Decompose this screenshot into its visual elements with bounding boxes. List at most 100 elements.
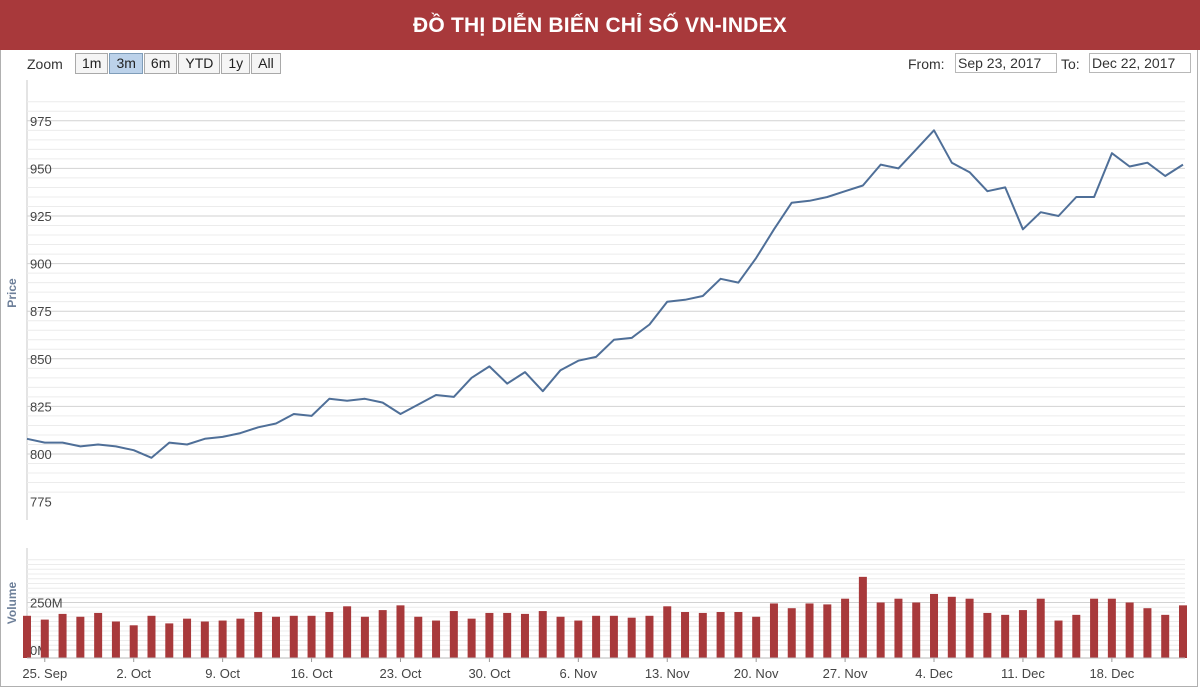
- x-tick-label: 30. Oct: [468, 666, 510, 681]
- volume-bar: [414, 616, 423, 658]
- volume-bar: [769, 603, 778, 658]
- volume-bar: [663, 606, 672, 658]
- x-tick-label: 23. Oct: [380, 666, 422, 681]
- x-tick-label: 16. Oct: [291, 666, 333, 681]
- volume-bar: [894, 598, 903, 658]
- volume-bar: [1054, 620, 1063, 658]
- volume-bar: [289, 615, 298, 658]
- price-series-line: [26, 129, 1184, 459]
- x-tick-label: 18. Dec: [1089, 666, 1134, 681]
- price-tick-label: 925: [30, 209, 52, 224]
- volume-bar: [538, 611, 547, 658]
- volume-bar: [271, 616, 280, 658]
- price-tick-label: 850: [30, 352, 52, 367]
- volume-bar: [1018, 610, 1027, 658]
- x-tick-label: 2. Oct: [116, 666, 151, 681]
- range-from-label: From:: [908, 56, 945, 72]
- volume-bar: [76, 616, 85, 658]
- range-to-label: To:: [1061, 56, 1080, 72]
- range-from-input[interactable]: Sep 23, 2017: [955, 53, 1057, 73]
- volume-bar: [1143, 608, 1152, 658]
- zoom-3m-button[interactable]: 3m: [109, 53, 143, 74]
- zoom-ytd-button[interactable]: YTD: [178, 53, 221, 74]
- volume-bar: [432, 620, 441, 658]
- volume-bar: [1090, 598, 1099, 658]
- volume-bar: [449, 611, 458, 658]
- volume-bar: [485, 612, 494, 658]
- volume-bar: [574, 620, 583, 658]
- zoom-6m-button[interactable]: 6m: [143, 53, 178, 74]
- volume-bar: [1125, 602, 1134, 658]
- price-tick-label: 875: [30, 304, 52, 319]
- x-tick-label: 4. Dec: [915, 666, 953, 681]
- volume-bar: [111, 621, 120, 658]
- range-to-input[interactable]: Dec 22, 2017: [1089, 53, 1191, 73]
- volume-bar: [360, 616, 369, 658]
- x-tick-label: 20. Nov: [734, 666, 779, 681]
- x-tick-label: 9. Oct: [205, 666, 240, 681]
- volume-bar: [165, 623, 174, 658]
- price-tick-label: 975: [30, 114, 52, 129]
- volume-bar: [147, 615, 156, 658]
- volume-bar: [645, 615, 654, 658]
- volume-tick-label: 250M: [30, 596, 63, 611]
- volume-bar: [965, 598, 974, 658]
- x-tick-label: 13. Nov: [645, 666, 690, 681]
- x-tick-label: 6. Nov: [560, 666, 598, 681]
- volume-bar: [1161, 614, 1170, 658]
- volume-bar: [200, 621, 209, 658]
- volume-bar: [841, 598, 850, 658]
- price-tick-label: 900: [30, 257, 52, 272]
- x-tick-label: 11. Dec: [1001, 666, 1045, 681]
- volume-bar: [609, 615, 618, 658]
- price-tick-label: 950: [30, 161, 52, 176]
- volume-bar: [129, 625, 138, 658]
- price-tick-label: 775: [30, 495, 52, 510]
- volume-bar: [218, 620, 227, 658]
- volume-bar: [325, 612, 334, 658]
- volume-bar: [467, 618, 476, 658]
- volume-bar: [947, 596, 956, 658]
- volume-bar: [627, 617, 636, 658]
- volume-bar: [23, 615, 31, 658]
- volume-bar: [912, 602, 921, 658]
- volume-bar: [752, 616, 761, 658]
- zoom-all-button[interactable]: All: [251, 53, 281, 74]
- zoom-1m-button[interactable]: 1m: [75, 53, 109, 74]
- volume-bar: [183, 618, 192, 658]
- volume-bar: [698, 612, 707, 658]
- volume-bar: [1107, 598, 1116, 658]
- volume-bar: [40, 619, 49, 658]
- volume-bar: [1001, 614, 1010, 658]
- volume-bar: [343, 606, 352, 658]
- volume-bar: [254, 612, 263, 658]
- price-tick-label: 825: [30, 399, 52, 414]
- volume-bar: [236, 618, 245, 658]
- volume-bar: [930, 593, 939, 658]
- x-tick-label: 27. Nov: [823, 666, 868, 681]
- volume-bar: [94, 612, 103, 658]
- volume-bar: [983, 612, 992, 658]
- volume-bar: [805, 603, 814, 658]
- volume-bar: [556, 616, 565, 658]
- chart-title: ĐỒ THỊ DIỄN BIẾN CHỈ SỐ VN-INDEX: [0, 0, 1200, 50]
- zoom-button-group: 1m 3m 6m YTD 1y All: [75, 53, 282, 74]
- zoom-label: Zoom: [27, 56, 63, 72]
- volume-bar: [503, 612, 512, 658]
- volume-bar: [787, 608, 796, 658]
- volume-bar: [681, 612, 690, 658]
- volume-bar: [876, 602, 885, 658]
- x-tick-label: 25. Sep: [22, 666, 67, 681]
- volume-bar: [1072, 614, 1081, 658]
- volume-bar: [1036, 598, 1045, 658]
- volume-bar: [378, 610, 387, 658]
- volume-bar: [520, 613, 529, 658]
- price-tick-label: 800: [30, 447, 52, 462]
- zoom-1y-button[interactable]: 1y: [221, 53, 251, 74]
- volume-bar: [734, 612, 743, 658]
- volume-bar: [307, 615, 316, 658]
- volume-bar: [823, 604, 832, 658]
- volume-bar: [58, 613, 67, 658]
- volume-bar: [592, 615, 601, 658]
